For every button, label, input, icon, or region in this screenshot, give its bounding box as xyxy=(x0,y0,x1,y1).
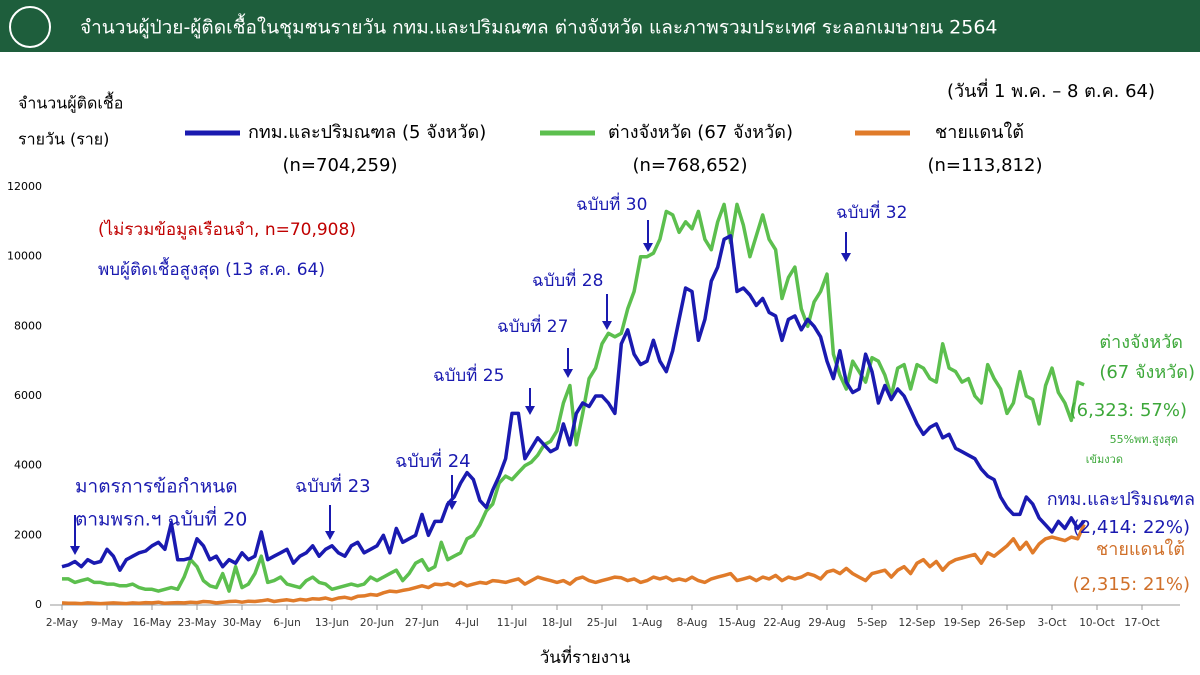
annotation: (6,323: 57%) xyxy=(1070,400,1187,421)
annotation: ฉบับที่ 28 xyxy=(532,268,603,291)
annotation: ชายแดนใต้ xyxy=(1096,538,1185,560)
x-tick-label: 18-Jul xyxy=(542,617,572,629)
x-tick-label: 2-May xyxy=(46,617,78,629)
annotation: ฉบับที่ 23 xyxy=(295,473,371,497)
legend-total: (n=768,652) xyxy=(633,155,748,176)
legend-label: กทม.และปริมณฑล (5 จังหวัด) xyxy=(248,122,486,143)
y-tick-label: 8000 xyxy=(14,319,42,332)
x-tick-label: 17-Oct xyxy=(1124,617,1160,629)
x-tick-label: 1-Aug xyxy=(632,617,663,629)
annotation: (2,315: 21%) xyxy=(1073,574,1190,595)
x-tick-label: 20-Jun xyxy=(360,617,394,629)
annotation: ต่างจังหวัด xyxy=(1099,332,1183,353)
x-tick-label: 27-Jun xyxy=(405,617,439,629)
annotation: (67 จังหวัด) xyxy=(1099,362,1195,383)
arrow-head xyxy=(525,406,535,415)
annotation: (ไม่รวมข้อมูลเรือนจำ, n=70,908) xyxy=(98,219,356,240)
logo xyxy=(9,6,51,48)
y-axis-label: จำนวนผู้ติดเชื้อ xyxy=(18,92,123,114)
x-tick-label: 19-Sep xyxy=(944,617,981,629)
x-tick-label: 13-Jun xyxy=(315,617,349,629)
header-bar xyxy=(0,0,1200,52)
x-tick-label: 12-Sep xyxy=(899,617,936,629)
x-tick-label: 9-May xyxy=(91,617,123,629)
arrow-head xyxy=(70,546,80,555)
annotation: เข้มงวด xyxy=(1086,453,1123,466)
arrow-head xyxy=(643,243,653,252)
x-tick-label: 11-Jul xyxy=(497,617,527,629)
arrow-head xyxy=(563,369,573,378)
x-tick-label: 6-Jun xyxy=(273,617,300,629)
x-tick-label: 26-Sep xyxy=(989,617,1026,629)
y-tick-label: 2000 xyxy=(14,528,42,541)
y-tick-label: 10000 xyxy=(7,250,42,263)
annotation: มาตรการข้อกำหนด xyxy=(75,476,238,498)
annotation: ฉบับที่ 27 xyxy=(497,314,568,337)
x-tick-label: 22-Aug xyxy=(763,617,800,629)
x-tick-label: 16-May xyxy=(133,617,172,629)
x-tick-label: 3-Oct xyxy=(1038,617,1067,629)
y-axis-label: รายวัน (ราย) xyxy=(18,130,109,149)
legend-label: ชายแดนใต้ xyxy=(935,121,1024,143)
annotation: กทม.และปริมณฑล xyxy=(1047,489,1195,510)
chart-title: จำนวนผู้ป่วย-ผู้ติดเชื้อในชุมชนรายวัน กท… xyxy=(80,14,998,40)
x-tick-label: 29-Aug xyxy=(808,617,845,629)
annotation: 55%พท.สูงสุด xyxy=(1110,433,1178,446)
x-tick-label: 23-May xyxy=(178,617,217,629)
subtitle: (วันที่ 1 พ.ค. – 8 ต.ค. 64) xyxy=(947,78,1155,102)
x-tick-label: 5-Sep xyxy=(857,617,888,629)
series-line xyxy=(61,523,1086,606)
y-tick-label: 4000 xyxy=(14,459,42,472)
arrow-head xyxy=(325,531,335,540)
annotation: พบผู้ติดเชื้อสูงสุด (13 ส.ค. 64) xyxy=(98,257,325,280)
annotation: ฉบับที่ 32 xyxy=(836,200,907,223)
legend-total: (n=704,259) xyxy=(283,155,398,176)
arrow-head xyxy=(841,253,851,262)
annotation: ตามพรก.ฯ ฉบับที่ 20 xyxy=(75,506,247,531)
x-tick-label: 8-Aug xyxy=(677,617,708,629)
x-tick-label: 4-Jul xyxy=(455,617,479,629)
annotation: ฉบับที่ 30 xyxy=(576,192,647,215)
y-tick-label: 12000 xyxy=(7,180,42,193)
x-axis-label: วันที่รายงาน xyxy=(540,645,631,668)
x-tick-label: 15-Aug xyxy=(718,617,755,629)
arrow-head xyxy=(602,321,612,330)
y-tick-label: 0 xyxy=(35,598,42,611)
annotation: ฉบับที่ 25 xyxy=(433,363,504,386)
arrow-head xyxy=(447,501,457,510)
annotation: ฉบับที่ 24 xyxy=(395,448,471,472)
x-tick-label: 10-Oct xyxy=(1079,617,1115,629)
legend-total: (n=113,812) xyxy=(928,155,1043,176)
x-tick-label: 25-Jul xyxy=(587,617,617,629)
legend-label: ต่างจังหวัด (67 จังหวัด) xyxy=(608,122,793,143)
series-line xyxy=(61,234,1086,572)
series-line xyxy=(62,202,1085,593)
x-tick-label: 30-May xyxy=(223,617,262,629)
annotation: (2,414: 22%) xyxy=(1073,517,1190,538)
y-tick-label: 6000 xyxy=(14,389,42,402)
